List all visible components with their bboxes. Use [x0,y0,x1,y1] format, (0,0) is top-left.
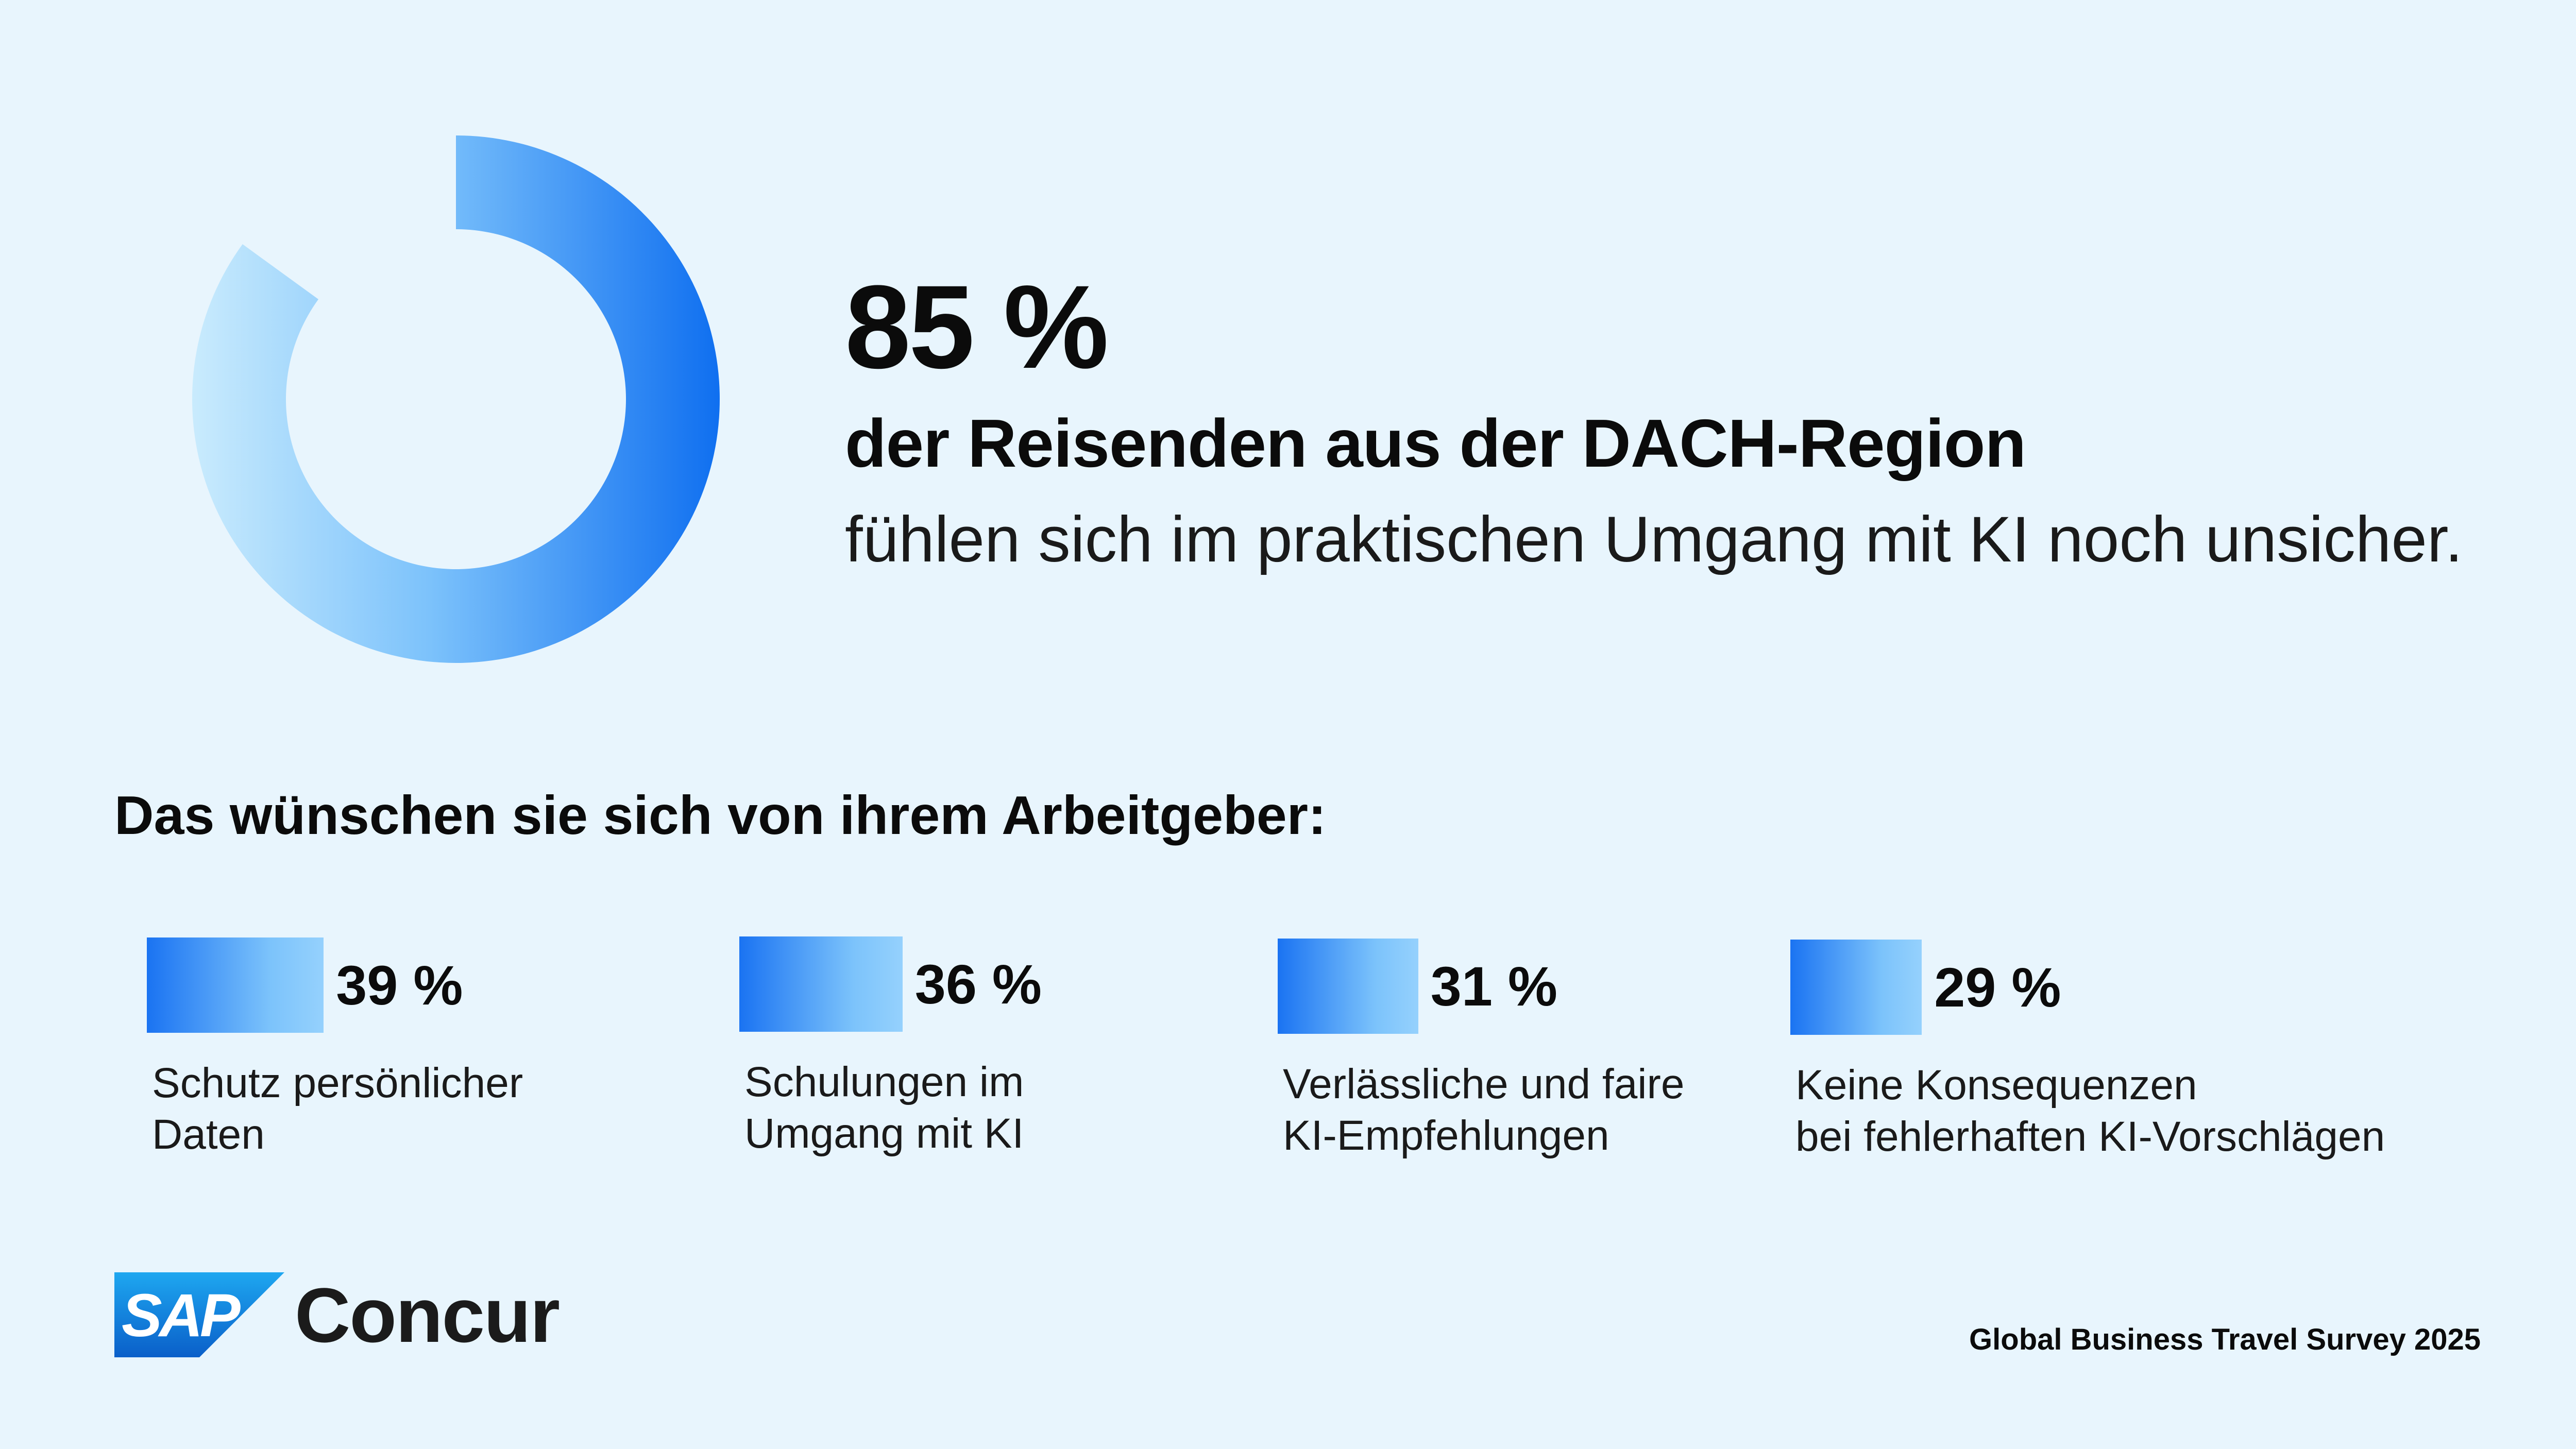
bar [739,936,903,1032]
footer-source: Global Business Travel Survey 2025 [1969,1323,2481,1356]
section-title: Das wünschen sie sich von ihrem Arbeitge… [114,785,1327,846]
headline-block: 85 % der Reisenden aus der DACH-Region f… [845,268,2463,572]
sap-logo-icon: SAP [114,1272,284,1357]
bar-value-label: 29 % [1934,956,2061,1018]
bar [1790,940,1922,1035]
bar-category-label: Schutz persönlicher Daten [152,1060,523,1158]
svg-text:SAP: SAP [122,1282,241,1350]
bar [147,937,324,1033]
bar-item: 36 % Schulungen im Umgang mit KI [739,936,1042,1160]
bar-category-label: Schulungen im Umgang mit KI [744,1059,1024,1157]
bar-item: 39 % Schutz persönlicher Daten [147,937,523,1161]
concur-wordmark: Concur [295,1271,560,1358]
bar-value-label: 36 % [914,952,1042,1015]
bar-category-label: Keine Konsequenzen bei fehlerhaften KI-V… [1795,1062,2385,1161]
headline-subtitle: fühlen sich im praktischen Umgang mit KI… [845,504,2463,575]
headline-percent: 85 % [845,261,1109,393]
headline-title: der Reisenden aus der DACH-Region [845,405,2026,481]
bar-category-label: Verlässliche und faire KI-Empfehlungen [1283,1061,1685,1160]
bar-item: 31 % Verlässliche und faire KI-Empfehlun… [1278,939,1684,1162]
sap-concur-logo: SAP Concur [114,1271,560,1358]
donut-chart [192,135,720,663]
bar-value-label: 39 % [336,953,463,1016]
bar-value-label: 31 % [1430,954,1557,1017]
bar-item: 29 % Keine Konsequenzen bei fehlerhaften… [1790,940,2385,1163]
donut-arc-value [192,135,720,663]
bar [1278,939,1418,1034]
